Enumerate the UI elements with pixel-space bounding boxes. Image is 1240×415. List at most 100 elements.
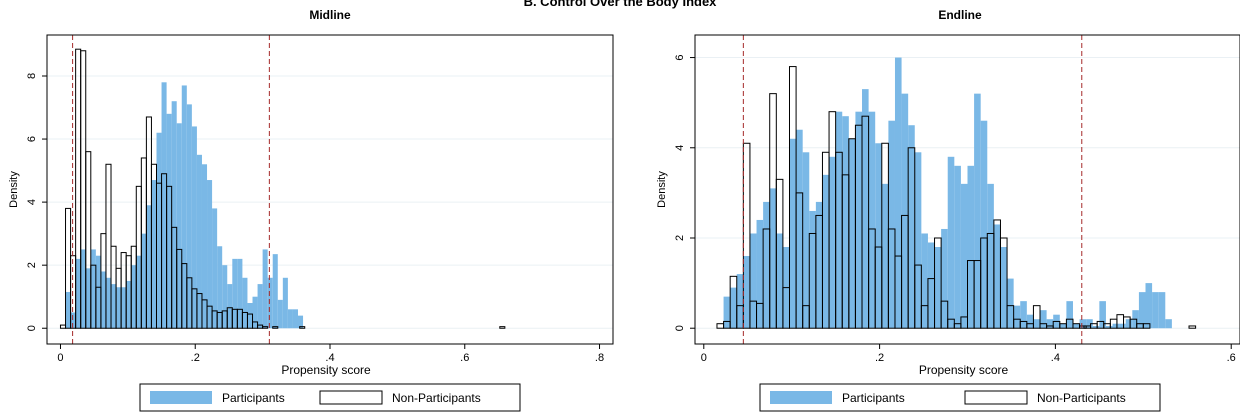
participants-bar (111, 284, 117, 329)
non-participants-bar (940, 300, 949, 329)
participants-bar (1046, 319, 1054, 329)
x-tick-label: .2 (191, 352, 200, 364)
participants-bar (1013, 305, 1021, 329)
participants-bar (126, 280, 132, 329)
participants-bar (166, 113, 172, 329)
participants-bar (855, 111, 863, 329)
non-participants-bar (795, 192, 804, 329)
participants-bar (960, 183, 968, 329)
participants-bar (987, 183, 994, 329)
participants-bar (730, 287, 737, 329)
participants-bar (1072, 323, 1080, 329)
participants-bar (232, 258, 238, 329)
participants-bar (921, 233, 928, 329)
participants-bar (287, 309, 293, 329)
y-axis-label: Density (8, 171, 20, 208)
participants-bar (1105, 325, 1113, 329)
participants-bar (789, 138, 797, 329)
participants-bar (749, 233, 757, 329)
participants-bar (1152, 292, 1159, 329)
non-participants-bar (1079, 325, 1087, 329)
participants-bar (835, 111, 843, 329)
non-participants-bar (85, 151, 92, 329)
non-participants-bar (499, 326, 506, 329)
participants-bar (1138, 292, 1146, 329)
participants-bar (297, 315, 304, 329)
participants-bar (277, 299, 283, 329)
participants-bar (1119, 323, 1126, 329)
endline-panel: Endline 0 2 4 6 Density 0 .2 .4 .6 Propensity scor… (656, 8, 1240, 412)
legend: Participants Non-Participants (139, 383, 521, 412)
panel-title: Endline (938, 8, 982, 22)
participants-bar (151, 180, 157, 329)
non-participants-bar (246, 313, 254, 329)
participants-bar (815, 201, 823, 329)
participants-bar (894, 57, 902, 329)
y-tick-label: 0 (26, 325, 38, 331)
participants-bar (1092, 325, 1100, 329)
y-tick-label: 4 (674, 145, 686, 151)
y-axis-label: Density (656, 171, 668, 208)
participants-bar (941, 228, 948, 329)
participants-bar (80, 249, 86, 329)
participants-bar (75, 258, 81, 329)
legend-label-non-participants: Non-Participants (392, 391, 481, 405)
participants-bar (242, 277, 248, 329)
participants-bar (769, 188, 777, 329)
participants-bar (974, 93, 981, 329)
participants-bar (171, 101, 177, 329)
non-participants-bar (999, 237, 1008, 329)
non-participants-bar (1006, 305, 1015, 329)
participants-bar (868, 111, 876, 329)
participants-bar (862, 89, 869, 329)
participants-bar (90, 249, 96, 329)
panel-title: Midline (309, 8, 351, 22)
participants-bar (908, 125, 915, 329)
legend-label-participants: Participants (842, 391, 905, 405)
y-tick-label: 2 (26, 262, 38, 268)
participants-bar (888, 120, 895, 329)
non-participants-bar (262, 326, 269, 329)
x-tick-label: .4 (325, 352, 334, 364)
participants-bar (237, 258, 243, 329)
participants-bar (1112, 323, 1120, 329)
non-participants-bar (1142, 323, 1151, 329)
y-tick-label: 4 (26, 199, 38, 205)
legend-swatch-non-participants (964, 390, 1028, 405)
participants-bar (247, 303, 253, 329)
participants-bar (156, 132, 162, 329)
participants-bar (186, 104, 192, 329)
participants-bar (743, 256, 750, 329)
participants-bar (967, 165, 975, 329)
participants-bar (65, 291, 71, 329)
x-axis-label: Propensity score (919, 363, 1009, 377)
x-axis-label: Propensity score (281, 363, 371, 377)
non-participants-bar (729, 275, 738, 329)
legend-swatch-participants (150, 391, 212, 404)
legend: Participants Non-Participants (759, 383, 1161, 412)
participants-bar (842, 116, 849, 329)
participants-bar (181, 85, 187, 329)
participants-bar (901, 93, 909, 329)
participants-bar (1033, 319, 1041, 329)
participants-bar (1020, 301, 1027, 329)
legend-label-non-participants: Non-Participants (1037, 391, 1126, 405)
x-tick-label: .8 (595, 352, 604, 364)
participants-bar (1000, 247, 1008, 329)
participants-bar (131, 265, 137, 329)
non-participants-bar (775, 178, 784, 329)
participants-bar (95, 255, 101, 329)
participants-bar (1066, 301, 1073, 329)
participants-bar (85, 268, 91, 329)
participants-bar (146, 205, 152, 329)
participants-bar (267, 277, 273, 329)
participants-bar (1145, 283, 1153, 329)
participants-bar (829, 156, 836, 329)
participants-bar (292, 309, 298, 329)
participants-bar (914, 152, 922, 329)
participants-bar (222, 265, 228, 329)
participants-bar (763, 201, 770, 329)
participants-bar (848, 138, 856, 329)
participants-bar (875, 143, 882, 329)
